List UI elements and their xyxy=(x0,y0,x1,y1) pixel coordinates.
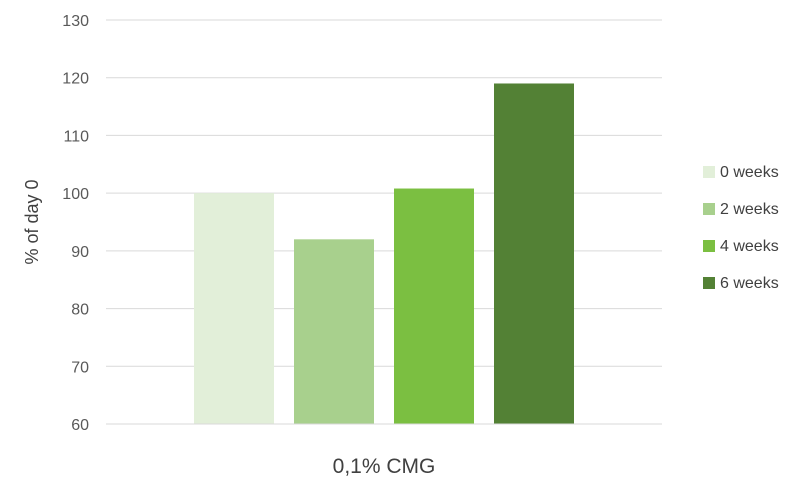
legend-label: 4 weeks xyxy=(720,238,779,255)
bar-4-weeks xyxy=(394,188,474,424)
x-category-label: 0,1% CMG xyxy=(333,455,436,478)
gridlines xyxy=(106,19,662,367)
legend-swatch xyxy=(703,277,715,289)
y-tick-label: 110 xyxy=(63,128,89,145)
y-axis-ticks: 60 70 80 90 100 110 120 130 xyxy=(62,13,89,434)
bars xyxy=(194,83,574,424)
legend-label: 0 weeks xyxy=(720,164,779,181)
y-tick-label: 80 xyxy=(71,302,89,319)
legend: 0 weeks 2 weeks 4 weeks 6 weeks xyxy=(703,164,779,292)
bar-0-weeks xyxy=(194,193,274,424)
y-axis-label: % of day 0 xyxy=(22,179,42,264)
legend-label: 2 weeks xyxy=(720,201,779,218)
y-tick-label: 130 xyxy=(62,13,89,30)
bar-6-weeks xyxy=(494,83,574,424)
legend-swatch xyxy=(703,203,715,215)
y-tick-label: 120 xyxy=(62,71,89,88)
y-tick-label: 90 xyxy=(71,244,89,261)
y-tick-label: 60 xyxy=(71,417,89,434)
y-tick-label: 100 xyxy=(62,186,89,203)
legend-label: 6 weeks xyxy=(720,275,779,292)
legend-swatch xyxy=(703,166,715,178)
bar-2-weeks xyxy=(294,239,374,424)
y-tick-label: 70 xyxy=(71,359,89,376)
legend-swatch xyxy=(703,240,715,252)
